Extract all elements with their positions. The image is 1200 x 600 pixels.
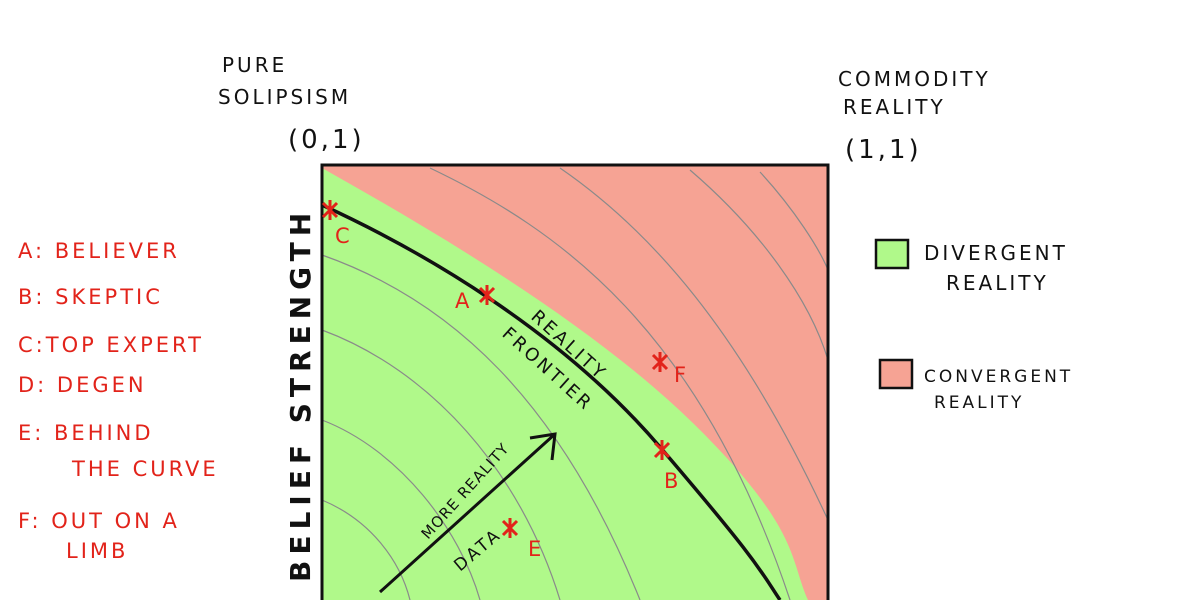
corner-label: COMMODITY xyxy=(838,67,991,91)
corner-coords: (1,1) xyxy=(845,135,922,165)
legend-swatch xyxy=(874,238,910,270)
key-item: A: BELIEVER xyxy=(18,239,180,263)
key-item: D: DEGEN xyxy=(18,373,147,397)
contours xyxy=(321,167,829,600)
point-label: B xyxy=(664,469,681,493)
key-item: LIMB xyxy=(66,539,128,563)
key-item: E: BEHIND xyxy=(18,421,154,445)
point-label: A xyxy=(455,289,472,313)
arrow xyxy=(378,432,557,594)
point-label: C xyxy=(335,224,353,248)
plot-frame xyxy=(320,163,830,600)
key-item: THE CURVE xyxy=(71,457,219,481)
legend-label: CONVERGENT xyxy=(924,367,1073,387)
divergent-region xyxy=(322,168,808,600)
key-item: B: SKEPTIC xyxy=(18,285,163,309)
corner-label: REALITY xyxy=(843,95,946,119)
point-label: E xyxy=(528,537,544,561)
point-markers xyxy=(321,200,671,538)
legend-label: REALITY xyxy=(946,271,1049,295)
key-item: C:TOP EXPERT xyxy=(18,333,204,357)
key-item: F: OUT ON A xyxy=(18,509,180,533)
axis-label: BELIEF STRENGTH xyxy=(284,207,317,582)
corner-label: SOLIPSISM xyxy=(218,85,351,109)
legend-label: DIVERGENT xyxy=(924,241,1068,265)
legend-swatch xyxy=(878,358,914,390)
corner-coords: (0,1) xyxy=(288,125,365,155)
reality-frontier xyxy=(321,203,782,600)
corner-label: PURE xyxy=(222,53,287,77)
point-label: F xyxy=(674,363,689,387)
legend-label: REALITY xyxy=(934,393,1024,413)
